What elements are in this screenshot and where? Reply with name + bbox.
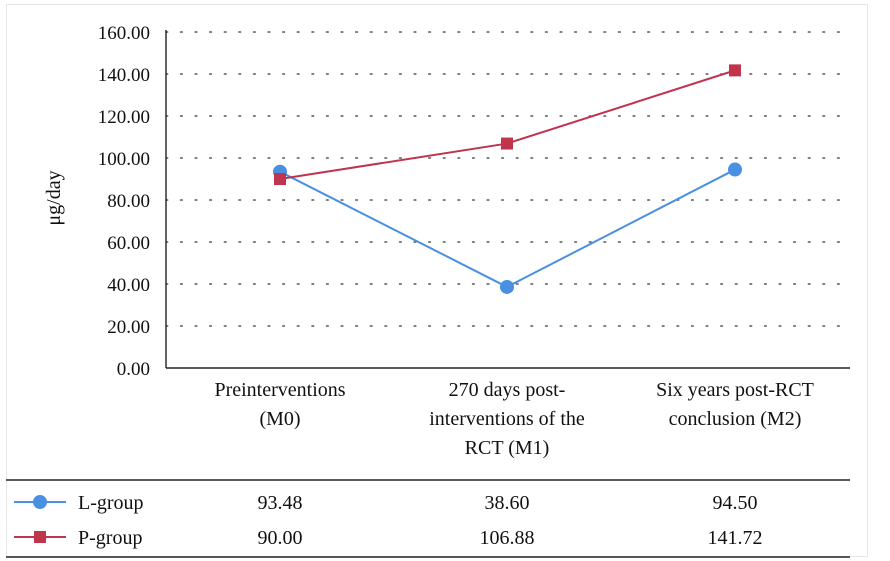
x-category-label: 270 days post- [449, 379, 566, 401]
series-line-l-group [279, 168, 736, 289]
x-category-labels: Preinterventions (M0) 270 days post-interv… [214, 379, 813, 459]
data-point [274, 173, 286, 185]
x-category-label: RCT (M1) [465, 437, 550, 459]
data-point [500, 279, 514, 294]
data-table: L-group 93.48 38.60 94.50 P-group 90.00 106.88… [6, 479, 850, 558]
x-category-label: Preinterventions [214, 379, 345, 401]
x-category-label: conclusion (M2) [669, 408, 802, 430]
y-tick-label: 140.00 [98, 65, 150, 86]
y-axis-label: μg/day [43, 170, 65, 225]
series-lines [273, 64, 742, 294]
y-tick-label: 100.00 [98, 149, 150, 170]
chart-frame [6, 4, 868, 557]
data-point [728, 162, 742, 177]
y-tick-label: 160.00 [98, 23, 150, 44]
series-line-p-group [279, 69, 736, 180]
x-category-label: Six years post-RCT [656, 379, 814, 401]
y-tick-label: 0.00 [117, 359, 150, 380]
legend-marker [33, 495, 47, 509]
y-tick-labels: 0.00 20.00 40.00 60.00 80.00 100.00 120.00 140.… [98, 23, 150, 380]
table-cell-value: 141.72 [708, 527, 763, 549]
table-row: L-group 93.48 38.60 94.50 [14, 492, 758, 514]
legend-marker [34, 531, 46, 543]
data-point [729, 64, 741, 77]
legend-label: P-group [78, 527, 142, 549]
legend-label: L-group [78, 492, 144, 514]
table-cell-value: 90.00 [258, 527, 303, 549]
table-cell-value: 38.60 [485, 492, 530, 514]
table-cell-value: 106.88 [480, 527, 535, 549]
x-category-label: interventions of the [429, 408, 585, 430]
x-category-label: (M0) [259, 408, 300, 430]
axes [165, 30, 850, 369]
y-tick-label: 120.00 [98, 107, 150, 128]
y-tick-label: 80.00 [107, 191, 150, 212]
table-cell-value: 93.48 [258, 492, 303, 514]
table-cell-value: 94.50 [713, 492, 758, 514]
table-row: P-group 90.00 106.88 141.72 [14, 527, 763, 549]
y-tick-label: 20.00 [107, 317, 150, 338]
data-point [501, 137, 513, 150]
y-tick-label: 40.00 [107, 275, 150, 296]
y-tick-label: 60.00 [107, 233, 150, 254]
